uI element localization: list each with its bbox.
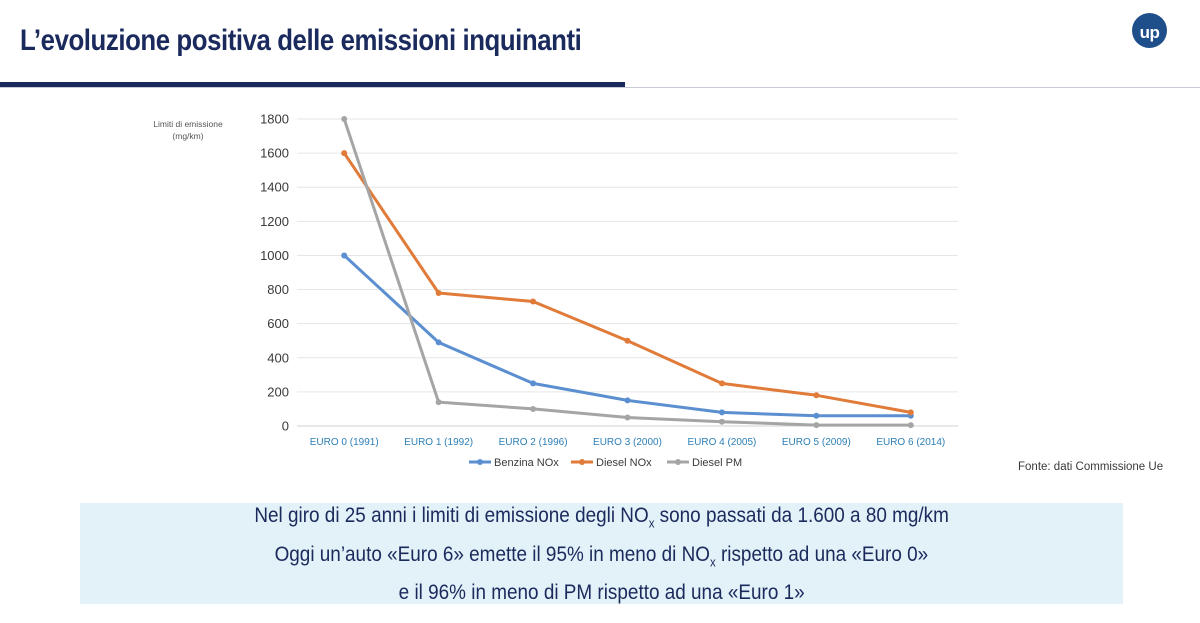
- title-underline: [0, 82, 625, 88]
- data-point: [624, 337, 631, 344]
- data-point: [435, 399, 442, 406]
- data-point: [435, 289, 442, 296]
- y-tick-label: 200: [267, 384, 289, 399]
- y-tick-label: 400: [267, 350, 289, 365]
- legend-label: Benzina NOx: [494, 457, 559, 469]
- data-point: [718, 418, 725, 425]
- y-axis-label-line-2: (mg/km): [172, 131, 204, 141]
- data-point: [718, 380, 725, 387]
- data-point: [907, 409, 914, 416]
- legend-marker: [477, 459, 483, 465]
- data-point: [530, 380, 537, 387]
- data-point: [530, 298, 537, 305]
- source-note: Fonte: dati Commissione Ue: [1018, 461, 1164, 473]
- data-point: [341, 150, 348, 157]
- data-point: [624, 414, 631, 421]
- page-title: L’evoluzione positiva delle emissioni in…: [20, 24, 582, 57]
- x-tick-label: EURO 6 (2014): [876, 437, 945, 448]
- y-tick-label: 1800: [260, 112, 289, 127]
- data-point: [341, 116, 348, 122]
- y-tick-label: 1400: [260, 180, 289, 195]
- summary-line-2-sub: x: [710, 553, 716, 569]
- summary-line-3: e il 96% in meno di PM rispetto ad una «…: [398, 579, 805, 604]
- legend-marker: [579, 459, 585, 465]
- summary-line-1-pre: Nel giro di 25 anni i limiti di emission…: [254, 503, 649, 528]
- data-point: [341, 252, 348, 259]
- summary-line-2-pre: Oggi un’auto «Euro 6» emette il 95% in m…: [274, 541, 711, 566]
- data-point: [813, 392, 820, 399]
- data-point: [624, 397, 631, 404]
- legend-marker: [675, 459, 681, 465]
- data-point: [435, 339, 442, 346]
- x-tick-label: EURO 5 (2009): [782, 437, 851, 448]
- summary-line-1-sub: x: [648, 515, 655, 531]
- data-point: [530, 405, 537, 412]
- y-tick-label: 1600: [260, 146, 289, 161]
- y-tick-label: 800: [267, 282, 289, 297]
- summary-box: Nel giro di 25 anni i limiti di emission…: [80, 503, 1123, 604]
- title-divider: [0, 87, 1200, 88]
- x-tick-label: EURO 3 (2000): [593, 437, 662, 448]
- summary-line-1-post: sono passati da 1.600 a 80 mg/km: [654, 503, 949, 528]
- y-tick-label: 1000: [260, 248, 289, 263]
- y-axis-label: Limiti di emissione (mg/km): [146, 118, 230, 142]
- x-tick-label: EURO 1 (1992): [404, 437, 473, 448]
- summary-line-1: Nel giro di 25 anni i limiti di emission…: [254, 500, 949, 538]
- series-line: [342, 117, 913, 427]
- x-tick-label: EURO 0 (1991): [310, 437, 379, 448]
- y-axis-label-line-1: Limiti di emissione: [153, 119, 223, 129]
- y-tick-label: 600: [267, 316, 289, 331]
- y-tick-label: 0: [282, 419, 289, 434]
- data-point: [813, 412, 820, 419]
- brand-logo: up: [1132, 13, 1167, 48]
- logo-text: up: [1139, 23, 1160, 42]
- x-tick-label: EURO 4 (2005): [687, 437, 756, 448]
- data-point: [813, 422, 820, 429]
- summary-line-2-post: rispetto ad una «Euro 0»: [715, 541, 929, 566]
- y-tick-label: 1200: [260, 214, 289, 229]
- x-tick-label: EURO 2 (1996): [499, 437, 568, 448]
- summary-line-2: Oggi un’auto «Euro 6» emette il 95% in m…: [275, 539, 929, 577]
- legend-label: Diesel NOx: [596, 457, 652, 469]
- legend-label: Diesel PM: [692, 457, 742, 469]
- data-point: [907, 422, 914, 429]
- data-point: [718, 409, 725, 416]
